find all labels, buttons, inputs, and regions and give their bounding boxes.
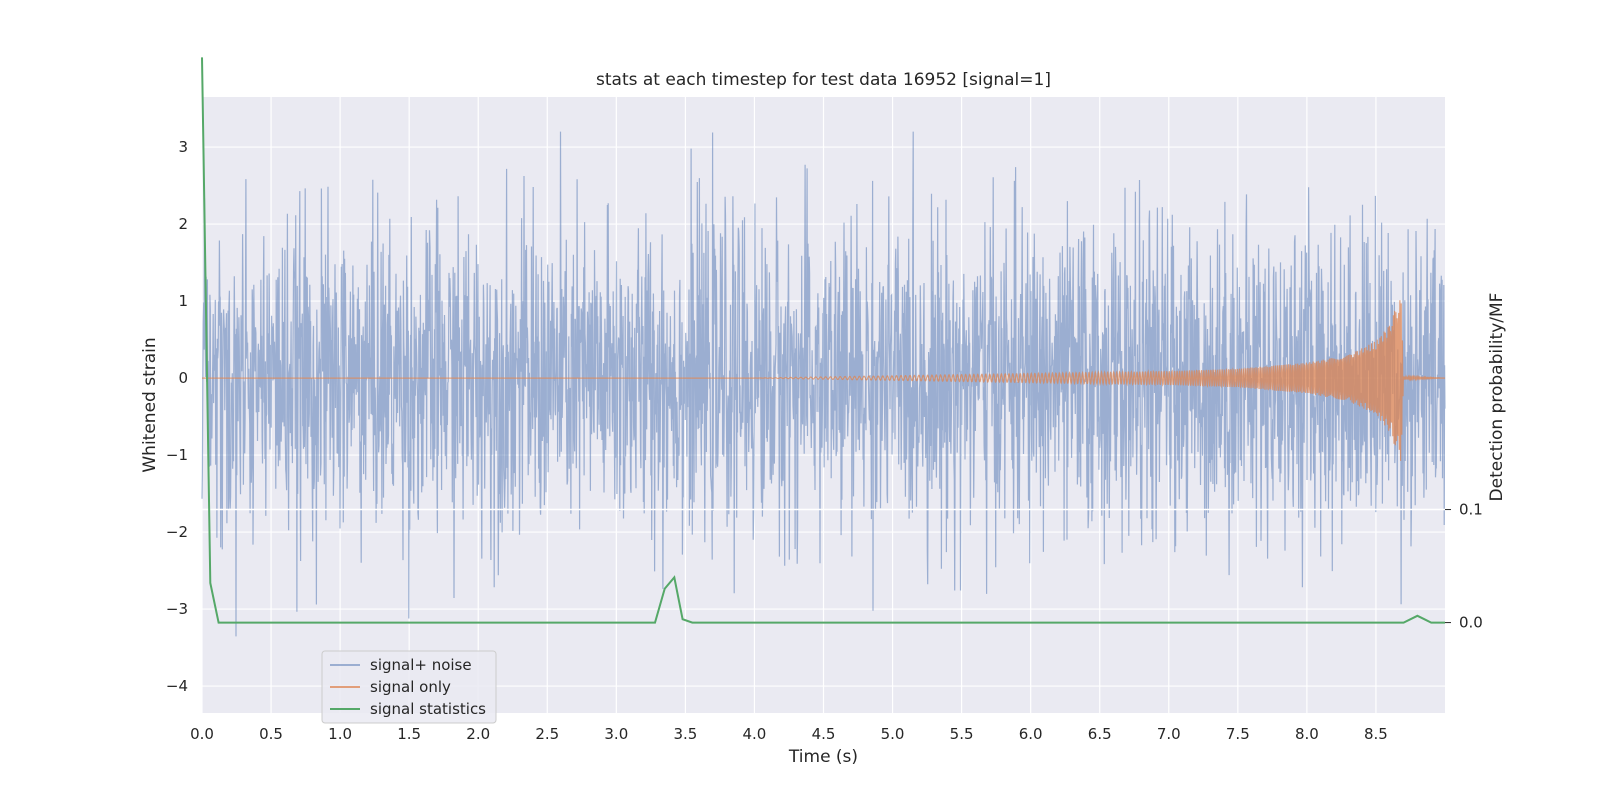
legend-entry-signal-statistics: signal statistics <box>370 700 486 718</box>
x-tick-label: 6.0 <box>1019 725 1043 743</box>
legend-entry-signal-noise: signal+ noise <box>370 656 472 674</box>
y-tick-label: −3 <box>166 600 188 618</box>
series-signal-noise <box>201 131 1446 637</box>
x-tick-label: 3.0 <box>604 725 628 743</box>
signal-noise-line <box>201 131 1446 637</box>
x-tick-label: 4.5 <box>812 725 836 743</box>
y-tick-label: 2 <box>178 215 188 233</box>
signal-only-line <box>202 300 1445 461</box>
tick-labels: 0.0 0.5 1.0 1.5 2.0 2.5 3.0 3.5 4.0 4.5 5.0 5.5 6.0 6… <box>166 138 1483 743</box>
x-tick-label: 5.5 <box>950 725 974 743</box>
x-tick-label: 0.0 <box>190 725 214 743</box>
x-axis-label: Time (s) <box>788 747 858 767</box>
x-tick-label: 5.0 <box>881 725 905 743</box>
x-tick-label: 2.0 <box>466 725 490 743</box>
series-signal-only <box>202 300 1445 461</box>
y-axis-label: Whitened strain <box>140 337 160 472</box>
legend-box <box>321 650 497 724</box>
x-tick-label: 1.0 <box>328 725 352 743</box>
x-tick-label: 7.0 <box>1157 725 1181 743</box>
x-tick-label: 0.5 <box>259 725 283 743</box>
y-tick-label: 3 <box>178 138 188 156</box>
signal-statistics-line <box>201 57 1445 624</box>
y-axis-right-label: Detection probability/MF <box>1487 293 1507 502</box>
x-tick-label: 4.0 <box>743 725 767 743</box>
y-tick-label: 0 <box>178 369 188 387</box>
x-tick-label: 7.5 <box>1226 725 1250 743</box>
y-right-tick-label: 0.0 <box>1459 614 1483 632</box>
x-tick-label: 2.5 <box>535 725 559 743</box>
x-tick-label: 3.5 <box>673 725 697 743</box>
x-tick-label: 6.5 <box>1088 725 1112 743</box>
x-tick-label: 1.5 <box>397 725 421 743</box>
x-tick-label: 8.0 <box>1295 725 1319 743</box>
chart-title: stats at each timestep for test data 169… <box>596 70 1051 90</box>
y-tick-label: −4 <box>166 677 188 695</box>
x-tick-label: 8.5 <box>1364 725 1388 743</box>
legend: signal+ noise signal only signal statist… <box>321 650 497 724</box>
y-tick-label: 1 <box>178 292 188 310</box>
y-tick-label: −1 <box>166 446 188 464</box>
legend-entry-signal-only: signal only <box>370 678 451 696</box>
y-tick-label: −2 <box>166 523 188 541</box>
y-right-tick-label: 0.1 <box>1459 501 1483 519</box>
series-signal-statistics <box>201 57 1445 624</box>
